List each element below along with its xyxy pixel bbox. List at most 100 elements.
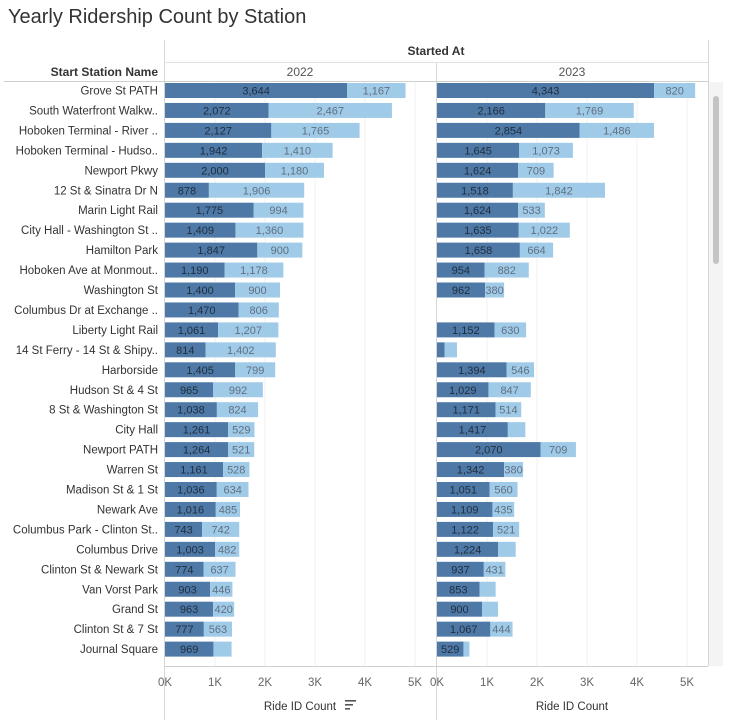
- bar-segment-light[interactable]: [518, 222, 570, 238]
- bar-segment-dark[interactable]: [165, 521, 203, 537]
- bar-segment-dark[interactable]: [165, 282, 235, 298]
- bar-segment-light[interactable]: [203, 621, 232, 637]
- bar-segment-light[interactable]: [463, 641, 470, 657]
- bar-segment-light[interactable]: [506, 362, 534, 378]
- bar-segment-light[interactable]: [216, 482, 249, 497]
- bar-segment-dark[interactable]: [437, 142, 520, 158]
- bar-segment-light[interactable]: [205, 342, 276, 358]
- bar-segment-light[interactable]: [235, 222, 304, 238]
- bar-segment-light[interactable]: [208, 182, 305, 198]
- bar-segment-dark[interactable]: [437, 641, 464, 657]
- bar-segment-light[interactable]: [213, 641, 232, 657]
- bar-segment-light[interactable]: [498, 541, 516, 557]
- bar-segment-light[interactable]: [215, 501, 241, 517]
- bar-segment-light[interactable]: [579, 122, 654, 138]
- scrollbar-thumb[interactable]: [713, 96, 719, 264]
- station-row[interactable]: City Hall - Washington St .. 1,409 1,360 1,…: [21, 222, 570, 238]
- station-row[interactable]: Hudson St & 4 St 965 992 1,029 847: [70, 382, 531, 398]
- bar-segment-dark[interactable]: [165, 162, 265, 178]
- bar-segment-light[interactable]: [482, 601, 498, 617]
- bar-segment-light[interactable]: [271, 122, 360, 138]
- bar-segment-dark[interactable]: [165, 362, 236, 378]
- station-row[interactable]: Newport Pkwy 2,000 1,180 1,624 709: [85, 162, 554, 178]
- bar-segment-light[interactable]: [213, 382, 263, 398]
- station-row[interactable]: South Waterfront Walkw.. 2,072 2,467 2,166 1…: [29, 102, 634, 118]
- bar-segment-dark[interactable]: [437, 541, 499, 557]
- bar-segment-light[interactable]: [223, 462, 250, 478]
- bar-segment-light[interactable]: [518, 162, 554, 178]
- bar-segment-light[interactable]: [262, 142, 333, 158]
- bar-segment-dark[interactable]: [165, 182, 209, 198]
- bar-segment-dark[interactable]: [437, 422, 508, 438]
- bar-segment-light[interactable]: [488, 382, 531, 398]
- bar-segment-dark[interactable]: [165, 541, 216, 557]
- bar-segment-dark[interactable]: [165, 581, 211, 597]
- bar-segment-light[interactable]: [492, 501, 515, 517]
- bar-segment-light[interactable]: [504, 462, 524, 478]
- bar-segment-light[interactable]: [228, 422, 255, 438]
- bar-segment-dark[interactable]: [437, 462, 505, 478]
- station-row[interactable]: Marin Light Rail 1,775 994 1,624 533: [78, 202, 545, 218]
- bar-segment-dark[interactable]: [437, 342, 445, 358]
- sort-icon[interactable]: [345, 700, 356, 710]
- station-row[interactable]: Clinton St & 7 St 777 563 1,067 444: [74, 621, 513, 637]
- bar-segment-light[interactable]: [224, 262, 284, 278]
- bar-segment-dark[interactable]: [165, 322, 219, 338]
- station-row[interactable]: 12 St & Sinatra Dr N 878 1,906 1,518 1,842: [54, 182, 605, 198]
- station-row[interactable]: Columbus Dr at Exchange .. 1,470 806: [14, 302, 279, 318]
- bar-segment-dark[interactable]: [165, 382, 214, 398]
- bar-segment-light[interactable]: [203, 561, 236, 577]
- station-row[interactable]: Columbus Park - Clinton St.. 743 742 1,122 5…: [13, 521, 520, 537]
- bar-segment-dark[interactable]: [437, 382, 489, 398]
- station-row[interactable]: Hoboken Ave at Monmout.. 1,190 1,178 954 882: [19, 262, 529, 278]
- bar-segment-dark[interactable]: [437, 222, 519, 238]
- station-row[interactable]: Grand St 963 420 900: [112, 601, 498, 617]
- bar-segment-dark[interactable]: [165, 142, 263, 158]
- bar-segment-light[interactable]: [235, 362, 276, 378]
- bar-segment-light[interactable]: [216, 402, 259, 418]
- bar-segment-light[interactable]: [519, 242, 554, 258]
- bar-segment-dark[interactable]: [165, 262, 225, 278]
- bar-segment-dark[interactable]: [165, 621, 204, 637]
- bar-segment-dark[interactable]: [437, 362, 507, 378]
- scrollbar[interactable]: [709, 82, 723, 666]
- bar-segment-dark[interactable]: [437, 122, 580, 138]
- station-row[interactable]: City Hall 1,261 529 1,417: [115, 422, 526, 438]
- bar-segment-dark[interactable]: [437, 262, 485, 278]
- bar-segment-light[interactable]: [483, 561, 506, 577]
- bar-segment-dark[interactable]: [165, 462, 224, 478]
- bar-segment-light[interactable]: [518, 202, 545, 218]
- bar-segment-dark[interactable]: [437, 322, 495, 338]
- station-row[interactable]: Madison St & 1 St 1,036 634 1,051 560: [66, 482, 518, 497]
- bar-segment-dark[interactable]: [437, 621, 491, 637]
- bar-segment-dark[interactable]: [437, 402, 496, 418]
- bar-segment-light[interactable]: [494, 322, 527, 338]
- bar-segment-dark[interactable]: [437, 182, 513, 198]
- bar-segment-light[interactable]: [654, 83, 696, 98]
- bar-segment-dark[interactable]: [437, 202, 519, 218]
- bar-segment-dark[interactable]: [165, 641, 214, 657]
- bar-segment-dark[interactable]: [165, 222, 236, 238]
- bar-segment-dark[interactable]: [165, 242, 258, 258]
- bar-segment-dark[interactable]: [165, 102, 269, 118]
- bar-segment-light[interactable]: [347, 83, 406, 98]
- bar-segment-light[interactable]: [519, 142, 573, 158]
- bar-segment-light[interactable]: [490, 621, 513, 637]
- bar-segment-dark[interactable]: [437, 501, 493, 517]
- bar-segment-dark[interactable]: [437, 482, 490, 497]
- bar-segment-light[interactable]: [540, 442, 576, 458]
- bar-segment-light[interactable]: [253, 202, 304, 218]
- bar-segment-dark[interactable]: [165, 302, 239, 318]
- bar-segment-dark[interactable]: [437, 442, 541, 458]
- station-row[interactable]: Newark Ave 1,016 485 1,109 435: [97, 501, 515, 517]
- bar-segment-dark[interactable]: [437, 581, 480, 597]
- bar-segment-light[interactable]: [257, 242, 303, 258]
- bar-segment-dark[interactable]: [165, 482, 217, 497]
- station-row[interactable]: Hamilton Park 1,847 900 1,658 664: [86, 242, 554, 258]
- bar-segment-light[interactable]: [228, 442, 255, 458]
- station-row[interactable]: Washington St 1,400 900 962 380: [84, 282, 505, 298]
- bar-segment-light[interactable]: [507, 422, 526, 438]
- bar-segment-light[interactable]: [479, 581, 496, 597]
- bar-segment-light[interactable]: [444, 342, 458, 358]
- bar-segment-dark[interactable]: [437, 282, 486, 298]
